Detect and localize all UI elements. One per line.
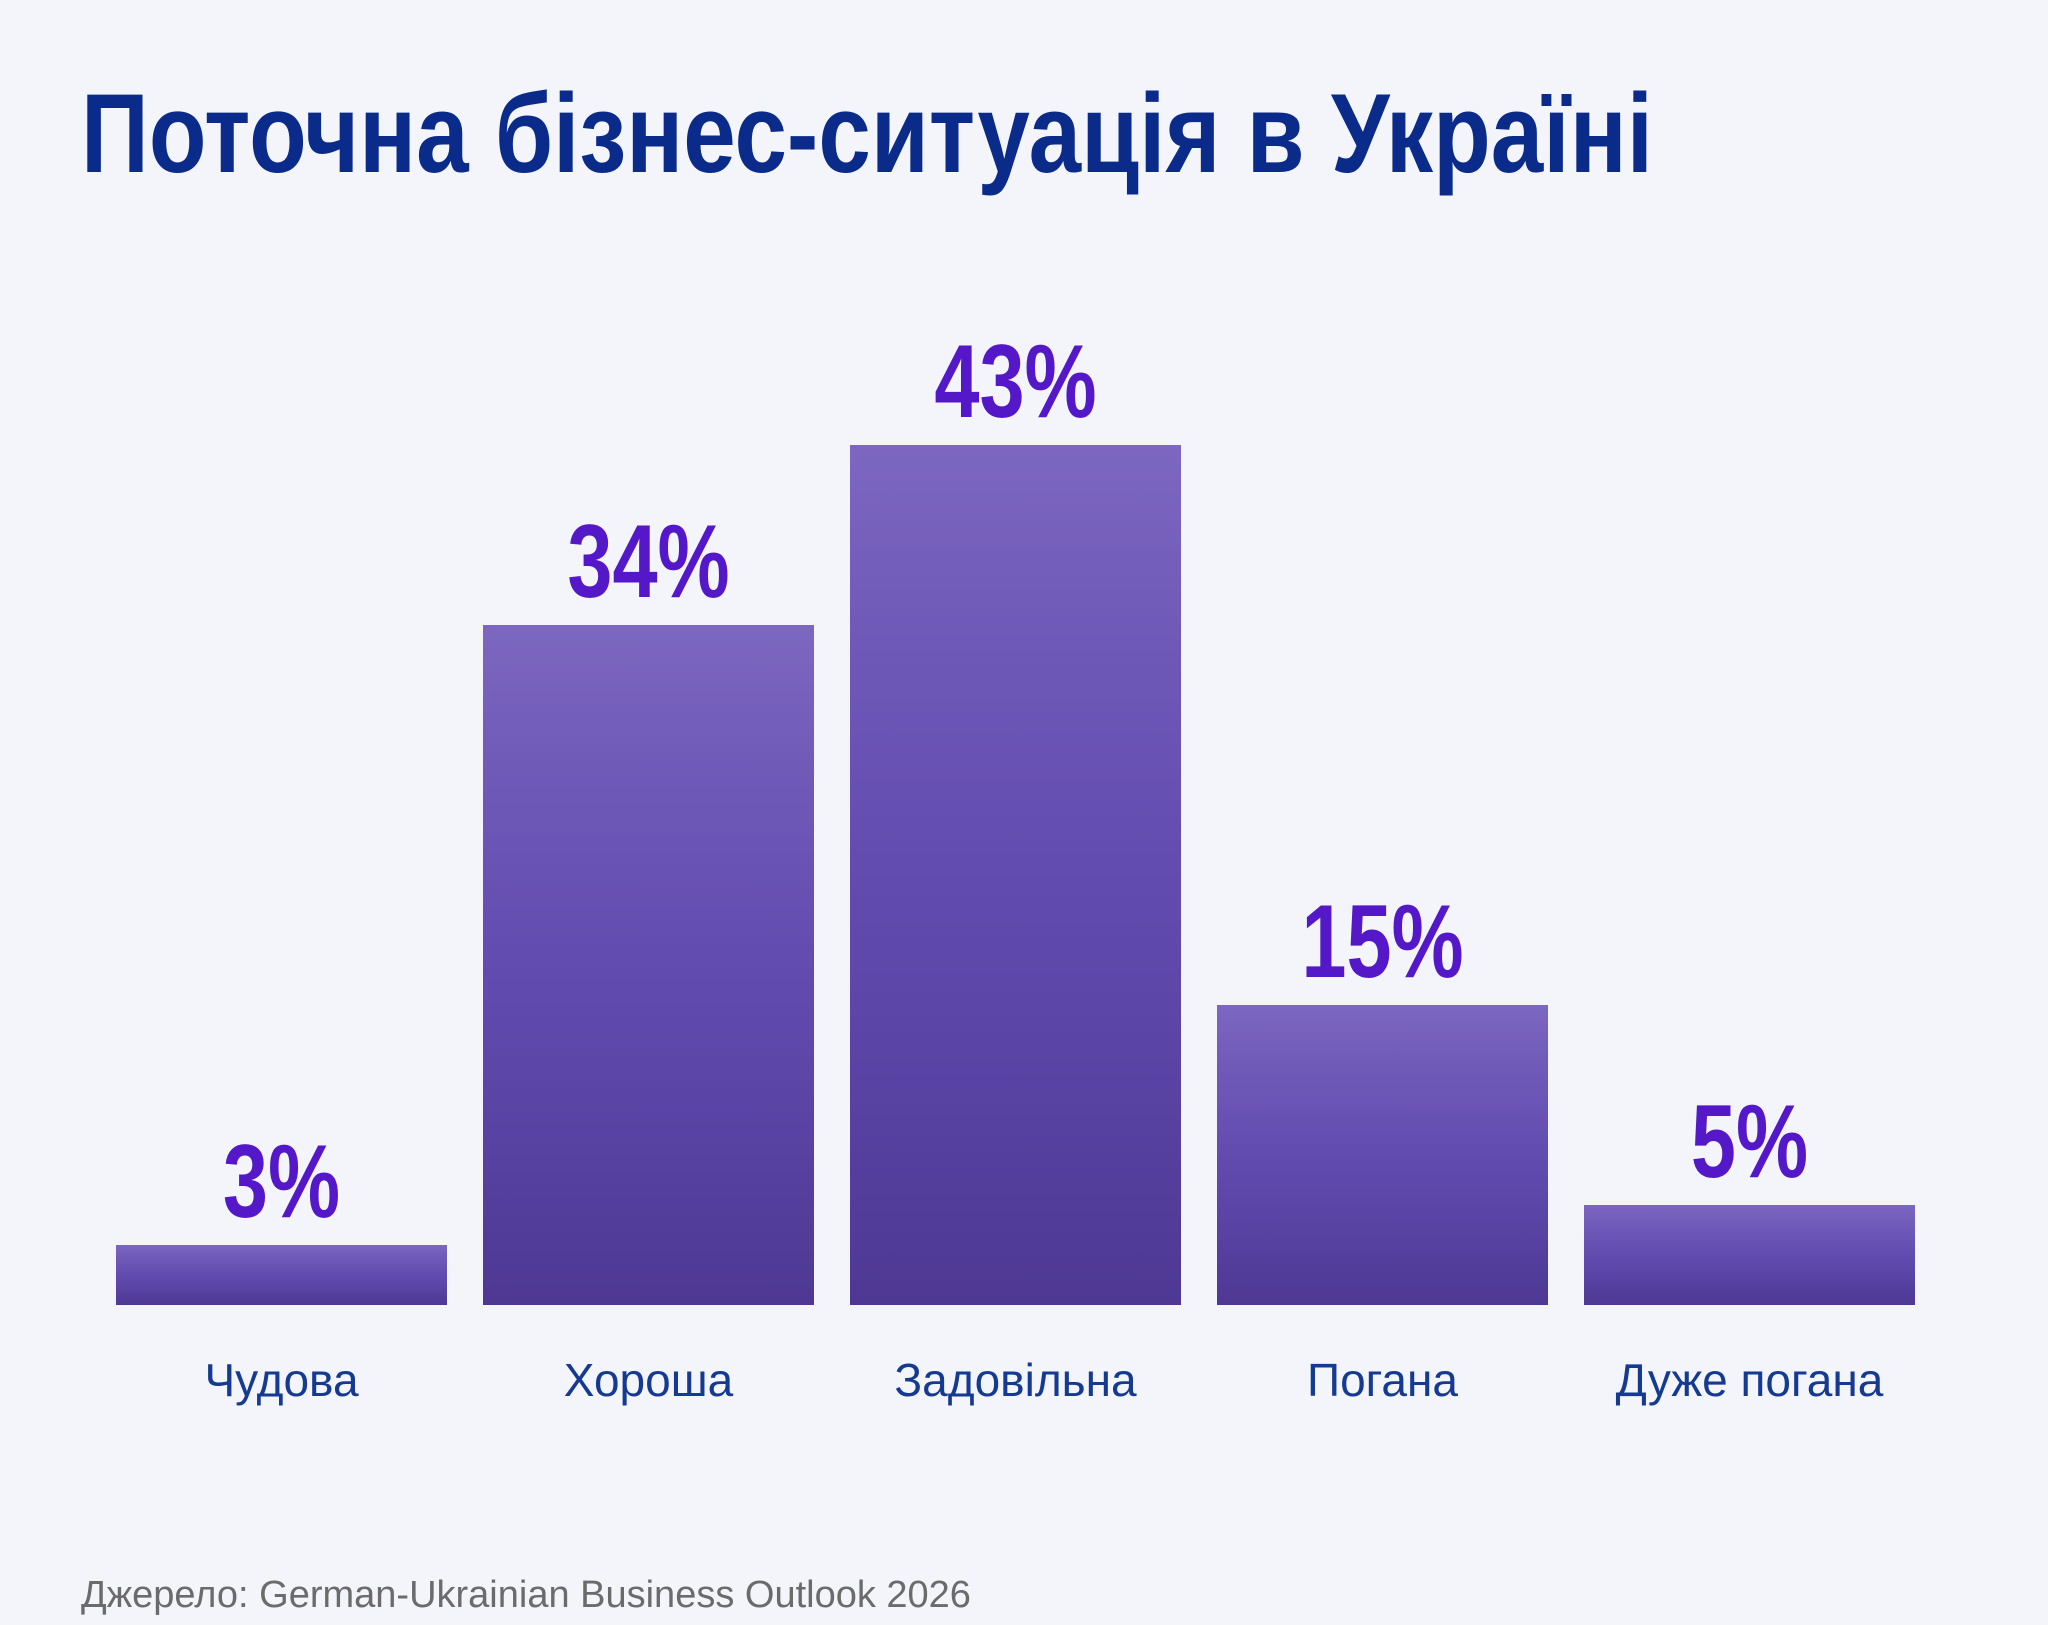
value-label: 5%	[1691, 1083, 1808, 1199]
x-tick-label: Задовільна	[894, 1354, 1137, 1406]
bar-shade	[1217, 1005, 1548, 1305]
value-label: 43%	[934, 323, 1096, 439]
source-note: Джерело: German-Ukrainian Business Outlo…	[81, 1574, 971, 1616]
x-tick-label: Чудова	[204, 1354, 358, 1406]
chart-title: Поточна бізнес-ситуація в Україні	[81, 71, 1653, 196]
value-label: 15%	[1301, 883, 1463, 999]
value-label: 34%	[567, 503, 729, 619]
x-tick-label: Погана	[1307, 1354, 1458, 1406]
bar-shade	[116, 1245, 447, 1305]
value-label: 3%	[223, 1123, 340, 1239]
x-tick-label: Дуже погана	[1616, 1354, 1884, 1406]
bar-shade	[850, 445, 1181, 1305]
bar-shade	[1584, 1205, 1915, 1305]
bar-shade	[483, 625, 814, 1305]
x-tick-label: Хороша	[564, 1354, 734, 1406]
